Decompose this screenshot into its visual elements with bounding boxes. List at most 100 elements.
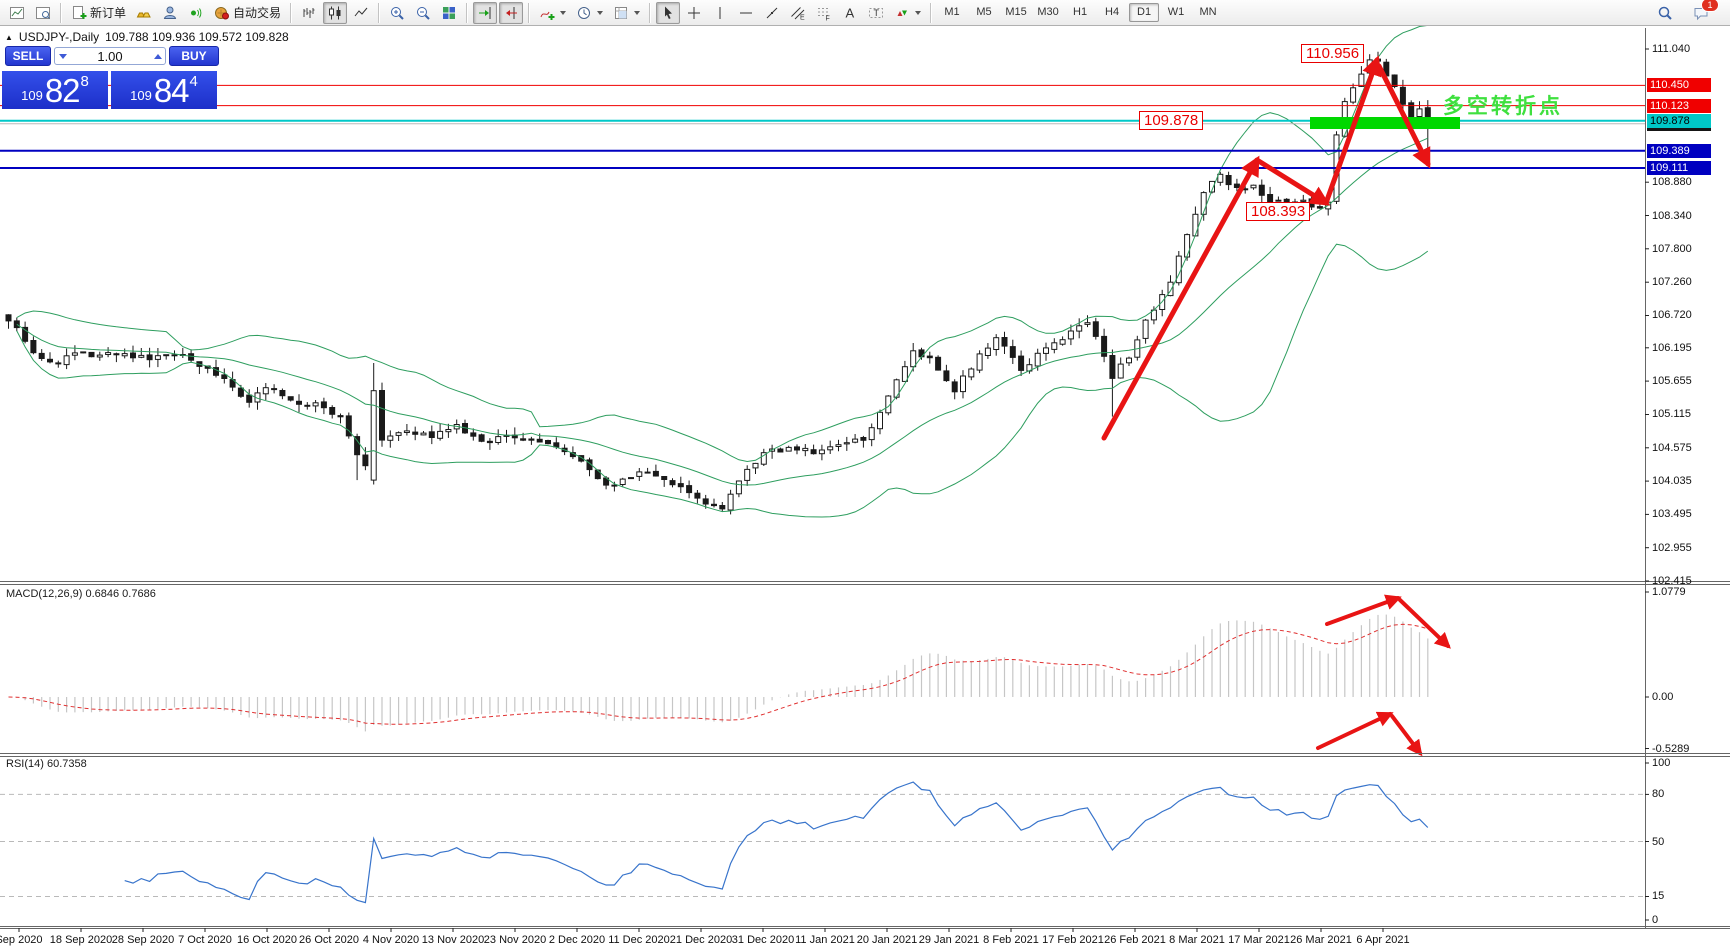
buy-price-box[interactable]: 109 84 4: [111, 71, 217, 109]
date-label: 17 Mar 2021: [1228, 934, 1290, 946]
price-badge-109.111: 109.111: [1647, 161, 1711, 175]
date-label: 7 Oct 2020: [178, 934, 232, 946]
zoom-out-icon: [415, 5, 431, 21]
account-button[interactable]: [158, 2, 182, 24]
sell-price-sup: 8: [80, 73, 89, 90]
text-button[interactable]: A: [838, 2, 862, 24]
date-label: 26 Oct 2020: [299, 934, 359, 946]
toolbar-separator: [378, 2, 381, 23]
date-label: 8 Feb 2021: [983, 934, 1039, 946]
timeframe-m30[interactable]: M30: [1037, 6, 1059, 18]
price-tick-label: 104.035: [1652, 475, 1692, 487]
date-label: 2 Dec 2020: [548, 934, 606, 946]
channel-button[interactable]: E: [786, 2, 810, 24]
trend-arrows-macd: [1325, 594, 1451, 649]
pivot-annotation-text: 多空转折点: [1443, 95, 1563, 118]
auto-scroll-button[interactable]: [473, 1, 498, 24]
sell-button[interactable]: SELL: [5, 46, 51, 66]
cursor-button[interactable]: [656, 1, 681, 24]
candlestick-icon: [327, 5, 343, 21]
trend-line-button[interactable]: [760, 2, 784, 24]
timeframe-m1[interactable]: M1: [944, 6, 960, 18]
templates-button[interactable]: [609, 2, 644, 24]
horizontal-line-button[interactable]: [734, 2, 758, 24]
price-tick-label: 106.720: [1652, 309, 1692, 321]
timeframe-w1[interactable]: W1: [1167, 6, 1185, 18]
gold-button[interactable]: [132, 2, 156, 24]
text-label-button[interactable]: T: [864, 2, 888, 24]
rsi-value: 60.7358: [46, 758, 87, 770]
indicators-add-button[interactable]: [535, 2, 570, 24]
tile-windows-button[interactable]: [437, 2, 461, 24]
chat-button[interactable]: 1: [1689, 0, 1719, 24]
periods-button[interactable]: [572, 2, 607, 24]
arrow-down-icon: [58, 53, 67, 59]
charts-button[interactable]: [5, 2, 29, 24]
price-tick-label: 102.415: [1652, 575, 1692, 587]
timeframe-m5[interactable]: M5: [976, 6, 992, 18]
date-label: 13 Nov 2020: [421, 934, 485, 946]
volume-increase-button[interactable]: [150, 48, 165, 64]
macd-values: 0.6846 0.7686: [85, 588, 156, 600]
svg-text:E: E: [800, 14, 805, 21]
line-chart-button[interactable]: [349, 2, 373, 24]
buy-price-sup: 4: [189, 73, 198, 90]
toolbar-separator: [466, 2, 469, 23]
fibonacci-button[interactable]: F: [812, 2, 836, 24]
signals-button[interactable]: [184, 2, 208, 24]
chevron-down-icon[interactable]: [560, 10, 567, 15]
price-badge-109.389: 109.389: [1647, 144, 1711, 158]
chart-shift-icon: [503, 5, 519, 21]
autotrade-icon: [214, 5, 230, 21]
chevron-down-icon[interactable]: [597, 10, 604, 15]
timeframe-m15[interactable]: M15: [1005, 6, 1027, 18]
macd-signal-line: [8, 623, 1428, 725]
collapse-arrow-icon[interactable]: ▲: [5, 32, 13, 42]
chevron-down-icon[interactable]: [634, 10, 641, 15]
volume-stepper[interactable]: 1.00: [54, 47, 166, 65]
timeframe-d1[interactable]: D1: [1129, 3, 1160, 22]
volume-decrease-button[interactable]: [55, 48, 70, 64]
buy-button[interactable]: BUY: [169, 46, 219, 66]
horizontal-line-icon: [738, 5, 754, 21]
timeframe-mn[interactable]: MN: [1199, 6, 1217, 18]
bollinger-bands: [16, 24, 1429, 518]
charts-icon: [9, 5, 25, 21]
indicators-add-icon: [539, 5, 555, 21]
zoom-out-button[interactable]: [411, 2, 435, 24]
date-label: 31 Dec 2020: [731, 934, 795, 946]
arrows-button[interactable]: [890, 2, 925, 24]
signals-icon: [188, 5, 204, 21]
chevron-down-icon[interactable]: [915, 10, 922, 15]
date-label: 16 Oct 2020: [237, 934, 297, 946]
search-button[interactable]: [1653, 2, 1677, 24]
vertical-line-icon: [712, 5, 728, 21]
timeframe-h1[interactable]: H1: [1073, 6, 1088, 18]
volume-value[interactable]: 1.00: [97, 48, 123, 64]
price-tick-label: 102.955: [1652, 542, 1692, 554]
price-tick-label: 103.495: [1652, 508, 1692, 520]
timeframe-h4[interactable]: H4: [1105, 6, 1120, 18]
chart-shift-button[interactable]: [499, 1, 524, 24]
sell-price-box[interactable]: 109 82 8: [2, 71, 108, 109]
crosshair-button[interactable]: [682, 2, 706, 24]
new-order-button[interactable]: 新订单: [67, 1, 130, 24]
price-tick-label: 108.880: [1652, 176, 1692, 188]
bar-chart-button[interactable]: [297, 2, 321, 24]
date-label: Sep 2020: [0, 934, 43, 946]
rsi-title: RSI(14): [6, 758, 44, 770]
date-label: 4 Nov 2020: [362, 934, 420, 946]
trend-arrows-main: [1101, 55, 1431, 441]
price-tick-label: 106.195: [1652, 342, 1692, 354]
autotrade-button[interactable]: 自动交易: [210, 1, 285, 24]
vertical-line-button[interactable]: [708, 2, 732, 24]
rsi-tick-label: 15: [1652, 890, 1665, 902]
periods-icon: [576, 5, 592, 21]
trend-line-icon: [764, 5, 780, 21]
candlestick-button[interactable]: [323, 1, 348, 24]
templates-icon: [613, 5, 629, 21]
zoom-in-button[interactable]: [385, 2, 409, 24]
profiles-button[interactable]: [31, 2, 55, 24]
